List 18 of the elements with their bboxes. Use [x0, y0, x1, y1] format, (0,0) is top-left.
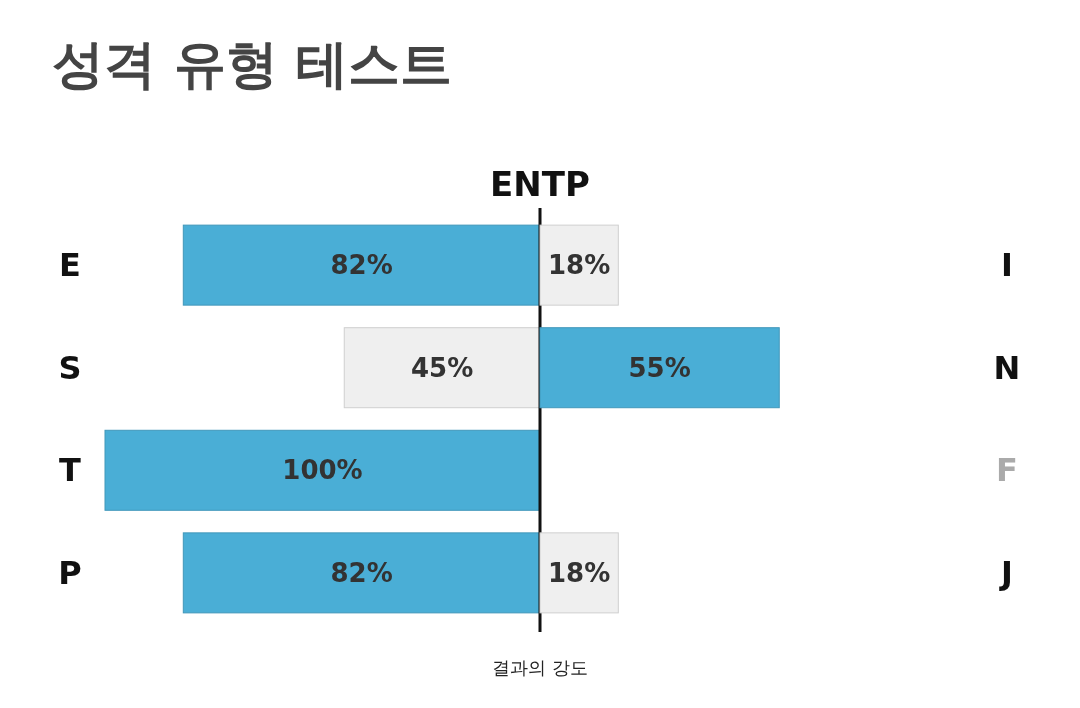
y-tick-label: J: [999, 553, 1013, 592]
data-label: 82%: [330, 250, 393, 281]
y-tick-label: N: [993, 348, 1021, 387]
data-label: 18%: [548, 557, 611, 588]
chart-title: 성격 유형 테스트: [52, 34, 453, 94]
data-label: 100%: [282, 455, 363, 486]
data-label: 45%: [411, 352, 474, 383]
data-label: 55%: [628, 352, 691, 383]
y-tick-label: I: [1001, 246, 1013, 285]
data-label: 18%: [548, 250, 611, 281]
data-label: 82%: [330, 557, 393, 588]
y-tick-label: S: [58, 348, 82, 387]
chart-subtitle: ENTP: [490, 164, 590, 204]
y-tick-label: P: [58, 553, 82, 592]
y-tick-label: T: [59, 451, 82, 490]
y-tick-label: F: [996, 451, 1018, 490]
y-tick-label: E: [59, 246, 81, 285]
x-axis-title: 결과의 강도: [492, 657, 588, 678]
